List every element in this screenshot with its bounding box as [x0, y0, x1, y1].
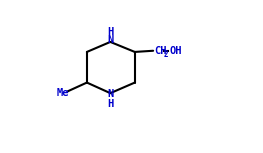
Text: OH: OH	[169, 46, 182, 56]
Text: N: N	[107, 89, 113, 99]
Text: H: H	[107, 99, 113, 109]
Text: H: H	[107, 27, 113, 37]
Text: CH: CH	[154, 46, 167, 56]
Text: 2: 2	[164, 50, 168, 59]
Text: N: N	[107, 35, 113, 45]
Text: Me: Me	[56, 88, 69, 98]
